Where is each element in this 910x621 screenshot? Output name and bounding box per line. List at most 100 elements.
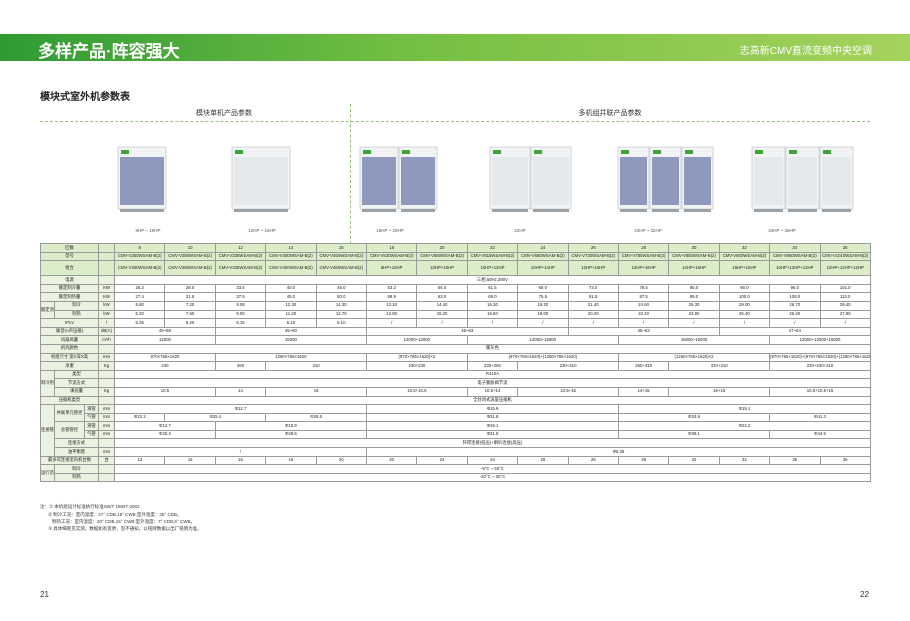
unit bbox=[98, 438, 116, 449]
cell: 12000+15000 bbox=[466, 335, 619, 345]
cell: CMV-V335WSAM-B(2) bbox=[214, 251, 267, 262]
table-row: IPLV/5.25 5.20 5.15 5.10 5.10// / / / / / / / / bbox=[39, 318, 871, 328]
unit: mm bbox=[98, 421, 116, 431]
cell: 12000+12000 bbox=[365, 335, 468, 345]
cell: 27.4 bbox=[114, 292, 166, 302]
cell: CMV-V730WSAM-B(2) bbox=[567, 251, 619, 262]
cell: / bbox=[466, 318, 519, 328]
cell: CMV-V400WSAM-B(2) bbox=[265, 260, 317, 277]
unit-logo bbox=[621, 150, 629, 154]
unit-grille bbox=[620, 157, 647, 205]
cell: 28 bbox=[567, 455, 619, 466]
cell: 310 bbox=[265, 361, 367, 371]
unit-base bbox=[754, 209, 783, 212]
row-label: 噪音(A声压级) bbox=[39, 326, 100, 337]
group-title: 模块单机产品参数 bbox=[196, 110, 252, 117]
unit-logo bbox=[493, 150, 501, 154]
table-row: 压缩机类型 全封闭式涡旋压缩机 bbox=[39, 395, 871, 406]
cell: 26 bbox=[567, 243, 619, 253]
table-row: 额定消耗功率制冷kW5.807.209.0812.3014.3013.1014.… bbox=[40, 300, 871, 320]
cell: 1260×765×1620 bbox=[214, 352, 367, 363]
note: 制热工况：室内温度：20° CDB,15° CWB;室外温度：7° CDB,6°… bbox=[52, 519, 195, 524]
table-row: 油平衡管 mm / Φ6.35 bbox=[41, 447, 871, 457]
cell: 25.40 bbox=[718, 309, 771, 320]
row-label: 制冷 bbox=[53, 300, 100, 311]
cell: 24 bbox=[416, 455, 468, 466]
cell: CMV-V1010WSAM-B(2) bbox=[819, 251, 871, 262]
cell: Φ38.1 bbox=[617, 429, 771, 440]
cell: 68.0 bbox=[517, 283, 569, 294]
row-label: 总管管径 bbox=[54, 421, 85, 440]
table-row: 气管 mm Φ22.2 Φ25.4 Φ28.6 Φ31.8 Φ34.9 Φ41.3 bbox=[41, 412, 871, 423]
unit: mm bbox=[98, 412, 116, 423]
cell: / bbox=[668, 318, 720, 328]
unit-base bbox=[492, 209, 528, 212]
image-caption: 34HP ~ 36HP bbox=[768, 228, 796, 233]
unit-base bbox=[652, 209, 679, 212]
unit-grille bbox=[401, 157, 435, 205]
cell: 9.08 bbox=[214, 300, 267, 311]
cell: 12HP+12HP+12HP bbox=[819, 260, 871, 277]
table-row: 匹数 8 10 12 14 16 18 20 22 24 26 28 30 32 34 36 bbox=[39, 243, 871, 253]
cell: 45.0 bbox=[265, 292, 317, 302]
cell: 36 bbox=[769, 455, 821, 466]
unit: Kg bbox=[98, 361, 116, 371]
unit-grille bbox=[652, 157, 679, 205]
cell: Φ25.4 bbox=[114, 429, 216, 440]
row-sublabel: 气管 bbox=[83, 429, 100, 440]
cell: 53.2 bbox=[365, 283, 418, 294]
cell: / bbox=[365, 318, 418, 328]
cell: Φ41.3 bbox=[769, 412, 871, 423]
cell: 101.0 bbox=[819, 283, 871, 294]
divider bbox=[350, 104, 351, 244]
unit: mm bbox=[98, 447, 116, 457]
unit-grille bbox=[120, 157, 164, 205]
table-row: 机组尺寸 宽X深X高 mm 970×765×1620 1260×765×1620 (97… bbox=[39, 352, 871, 363]
cell: 45.0 bbox=[315, 283, 367, 294]
cell: 14.30 bbox=[315, 300, 367, 311]
cell: / bbox=[769, 318, 821, 328]
cell: 28 bbox=[617, 455, 670, 466]
cell: 50.0 bbox=[315, 292, 367, 302]
cell: 85.0 bbox=[668, 283, 720, 294]
cell: 21.40 bbox=[567, 300, 619, 311]
unit-grille bbox=[362, 157, 396, 205]
cell: 95.0 bbox=[668, 292, 720, 302]
unit bbox=[98, 369, 116, 380]
cell: CMV-V785WSAM-B(2) bbox=[617, 251, 670, 262]
image-caption: 12HP ~ 16HP bbox=[248, 228, 276, 233]
cell: 24 bbox=[517, 243, 569, 253]
cell: CMV-V615WSAM-B(2) bbox=[466, 251, 519, 262]
row-label: 类型 bbox=[53, 369, 100, 380]
cell: 27.90 bbox=[819, 309, 871, 320]
cell: 26.30 bbox=[668, 300, 720, 311]
table-row: 气管 mm Φ25.4 Φ28.6 Φ31.8 Φ38.1 Φ44.5 bbox=[41, 429, 871, 440]
unit-logo bbox=[534, 150, 542, 154]
cell: 260 bbox=[214, 361, 267, 371]
cell: CMV-V250WSAM-B(2) bbox=[114, 260, 166, 277]
unit bbox=[98, 275, 116, 285]
cell: 16.60 bbox=[466, 309, 519, 320]
cell: CMV-V850WSAM-B(2) bbox=[668, 251, 720, 262]
cell: CMV-V560WSAM-B(2) bbox=[416, 251, 468, 262]
unit: mm bbox=[98, 352, 116, 363]
cell: CMV-V280WSAM-B(2) bbox=[164, 251, 216, 262]
cell: 16 bbox=[315, 243, 367, 253]
cell: (970×765×1620)+(1260×765×1620) bbox=[466, 352, 619, 363]
cell: CMV-V530WSAM-B(2) bbox=[365, 251, 418, 262]
table-row: 制冷剂 类型 R410A bbox=[40, 369, 871, 397]
table-row: 型号 CMV-V250WSAM-B(2) CMV-V280WSAM-B(2) CMV-… bbox=[39, 251, 871, 262]
page-number: 22 bbox=[860, 590, 869, 599]
cell: 37.5 bbox=[214, 292, 267, 302]
cell: 26.40 bbox=[769, 309, 821, 320]
cell: 46~63 bbox=[365, 326, 569, 337]
cell: / bbox=[114, 447, 367, 457]
unit: mm bbox=[98, 429, 116, 440]
cell: 12000+12000+15000 bbox=[769, 335, 871, 345]
cell: CMV-V960WSAM-B(2) bbox=[769, 251, 821, 262]
cell: 31.5 bbox=[164, 292, 216, 302]
cell: 33.5 bbox=[214, 283, 267, 294]
cell: 电子膨胀阀节流 bbox=[114, 378, 871, 388]
cell: 81.5 bbox=[567, 292, 619, 302]
cell: / bbox=[416, 318, 468, 328]
